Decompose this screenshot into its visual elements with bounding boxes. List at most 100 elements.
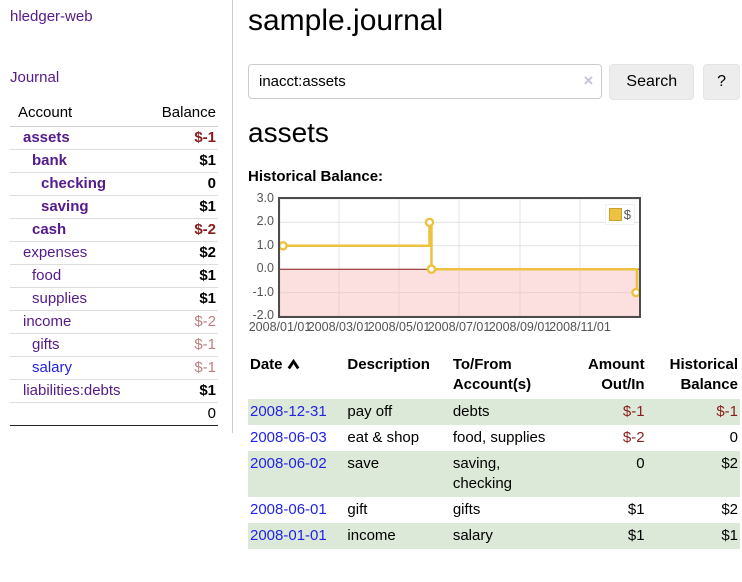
transaction-amount: $1 [627, 527, 645, 544]
account-link-income[interactable]: income [23, 313, 72, 330]
account-row: bank $1 [10, 149, 218, 173]
clear-search-icon[interactable]: × [583, 71, 594, 90]
account-row: assets $-1 [10, 126, 218, 150]
account-link-gifts[interactable]: gifts [32, 336, 60, 353]
account-balance: $1 [142, 264, 218, 288]
account-link-food[interactable]: food [32, 267, 62, 284]
transaction-row: 2008-12-31 pay off debts $-1 $-1 [248, 399, 740, 425]
legend-swatch-dollar [608, 208, 622, 221]
account-link-supplies[interactable]: supplies [32, 290, 88, 307]
x-tick-label: 2008/07/01 [427, 320, 491, 334]
sidebar-item-journal[interactable]: Journal [10, 69, 60, 86]
account-link-cash[interactable]: cash [32, 221, 67, 238]
account-link-expenses[interactable]: expenses [23, 244, 88, 261]
account-row: liabilities:debts $1 [10, 379, 218, 403]
transaction-balance: $-1 [716, 403, 738, 420]
column-header-description: Description [347, 356, 430, 373]
account-row: expenses $2 [10, 241, 218, 265]
chart-canvas [280, 199, 639, 316]
chart-title: Historical Balance: [248, 168, 384, 185]
account-row: supplies $1 [10, 287, 218, 311]
transaction-description: eat & shop [347, 429, 420, 446]
column-header-accounts: To/From Account(s) [452, 356, 532, 393]
legend-label: $ [623, 207, 631, 222]
account-balance: $1 [142, 287, 218, 311]
x-tick-label: 2008/05/01 [367, 320, 431, 334]
x-tick-label: 2008/09/01 [488, 320, 552, 334]
account-balance: $-1 [142, 356, 218, 380]
accounts-header-account: Account [10, 100, 143, 127]
transactions-table: Date Description To/From Account(s) Amou… [248, 353, 740, 549]
account-row: income $-2 [10, 310, 218, 334]
help-button[interactable]: ? [703, 64, 740, 100]
account-balance: $-2 [142, 310, 218, 334]
account-balance: $2 [142, 241, 218, 265]
transaction-date-link[interactable]: 2008-06-03 [250, 429, 327, 446]
account-heading: assets [248, 117, 329, 148]
account-row: gifts $-1 [10, 333, 218, 357]
account-row: cash $-2 [10, 218, 218, 242]
transaction-amount: $-1 [622, 403, 645, 420]
account-row: food $1 [10, 264, 218, 288]
transaction-description: income [347, 527, 396, 544]
chart-plot-area: $ [278, 197, 641, 318]
transaction-row: 2008-06-01 gift gifts $1 $2 [248, 497, 740, 523]
transactions-header-row: Date Description To/From Account(s) Amou… [248, 353, 740, 399]
transaction-description: gift [347, 501, 368, 518]
transaction-accounts: debts [452, 403, 490, 420]
account-link-bank[interactable]: bank [32, 152, 68, 169]
accounts-header-balance: Balance [142, 100, 218, 127]
transaction-balance: 0 [729, 429, 738, 446]
account-balance: $-1 [142, 126, 218, 150]
account-link-salary[interactable]: salary [32, 359, 73, 376]
search-input[interactable] [248, 64, 603, 99]
accounts-total-value: 0 [142, 402, 218, 426]
account-balance: $-1 [142, 333, 218, 357]
transaction-date-link[interactable]: 2008-06-02 [250, 455, 327, 472]
account-link-liabilities-debts[interactable]: liabilities:debts [23, 382, 121, 399]
transaction-description: save [347, 455, 380, 472]
y-tick-label: -1.0 [252, 284, 274, 299]
account-row: saving $1 [10, 195, 218, 219]
sort-ascending-icon [287, 356, 300, 376]
y-tick-label: 0.0 [256, 261, 274, 276]
transaction-balance: $2 [721, 501, 738, 518]
transaction-amount: $-2 [622, 429, 645, 446]
search-box: × [248, 64, 603, 100]
chart-y-axis: 3.0 2.0 1.0 0.0 -1.0 -2.0 [248, 191, 274, 322]
x-tick-label: 2008/11/01 [549, 320, 611, 334]
transaction-date-link[interactable]: 2008-01-01 [250, 527, 327, 544]
account-balance: 0 [142, 172, 218, 196]
x-tick-label: 2008/03/01 [307, 320, 371, 334]
brand-link[interactable]: hledger-web [10, 8, 93, 25]
transaction-accounts: salary [452, 527, 493, 544]
transaction-date-link[interactable]: 2008-12-31 [250, 403, 327, 420]
account-link-assets[interactable]: assets [23, 129, 70, 146]
transaction-amount: $1 [627, 501, 645, 518]
transaction-row: 2008-01-01 income salary $1 $1 [248, 523, 740, 549]
historical-balance-chart: 3.0 2.0 1.0 0.0 -1.0 -2.0 $ 2008/01/01 2008/03… [248, 191, 740, 336]
account-balance: $1 [142, 195, 218, 219]
transaction-balance: $1 [721, 527, 738, 544]
search-form: × Search ? [248, 64, 740, 100]
main-content: sample.journal × Search ? assets Histori… [248, 0, 740, 549]
column-header-balance: Historical Balance [669, 356, 738, 393]
sidebar: hledger-web Journal Account Balance asse… [0, 0, 233, 433]
search-button[interactable]: Search [609, 64, 695, 100]
account-balance: $-2 [142, 218, 218, 242]
account-link-saving[interactable]: saving [41, 198, 89, 215]
column-header-date[interactable]: Date [248, 353, 345, 399]
column-header-amount: Amount Out/In [587, 356, 645, 393]
y-tick-label: 1.0 [256, 237, 274, 252]
account-row: checking 0 [10, 172, 218, 196]
account-link-checking[interactable]: checking [41, 175, 107, 192]
accounts-total-row: 0 [10, 402, 218, 426]
page-title: sample.journal [248, 4, 444, 37]
y-tick-label: 3.0 [256, 191, 274, 205]
transaction-date-link[interactable]: 2008-06-01 [250, 501, 327, 518]
transaction-accounts: saving, checking [452, 455, 513, 492]
transaction-row: 2008-06-02 save saving, checking 0 $2 [248, 451, 740, 497]
transaction-amount: 0 [636, 455, 645, 472]
account-row: salary $-1 [10, 356, 218, 380]
transaction-balance: $2 [721, 455, 738, 472]
